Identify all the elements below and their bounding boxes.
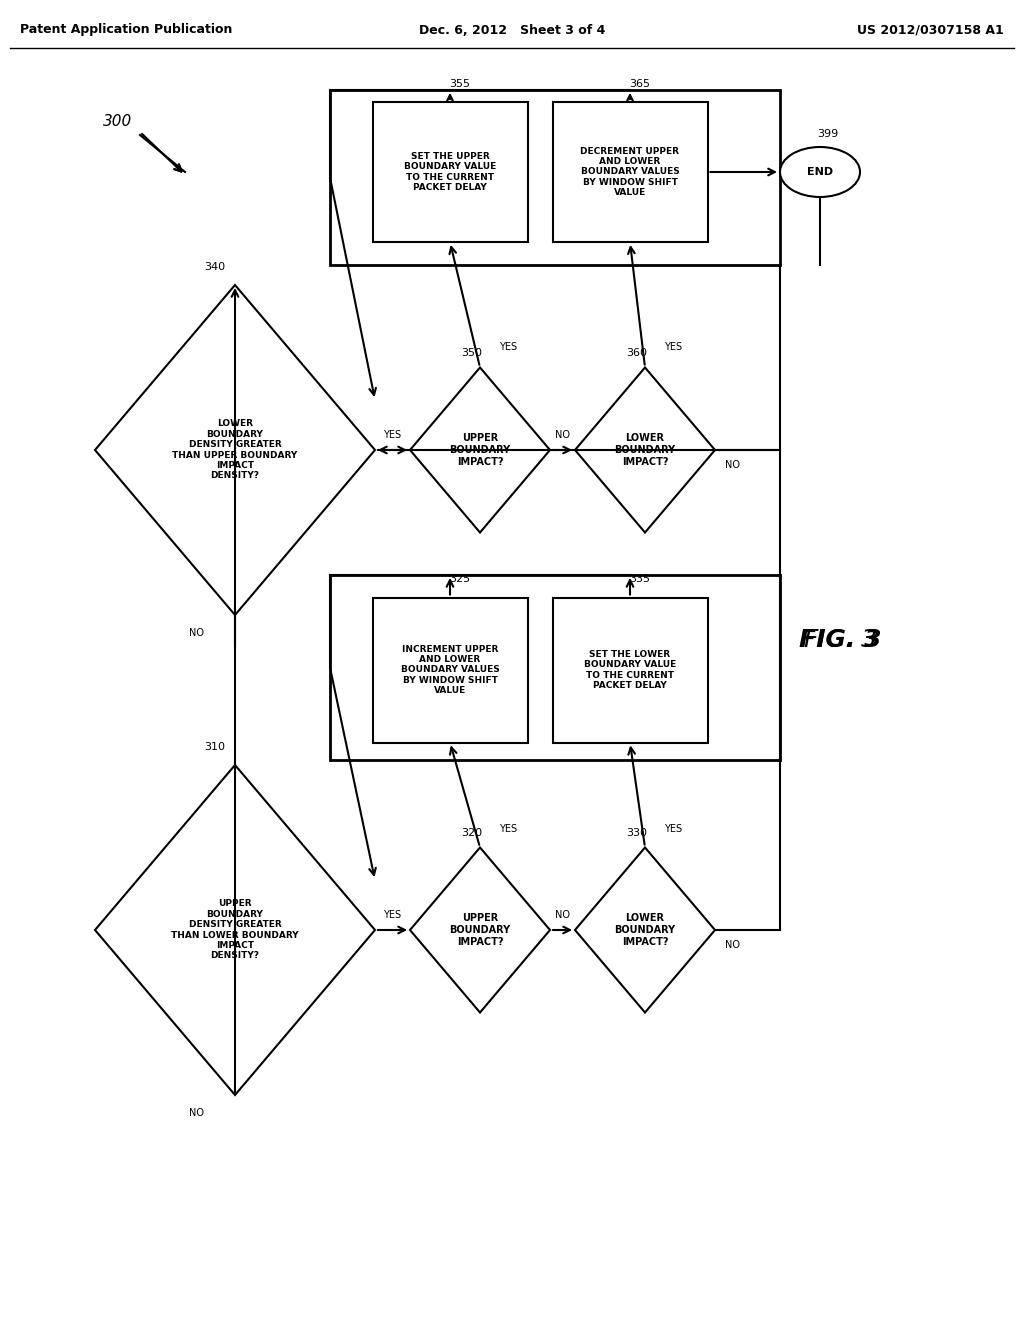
- Text: NO: NO: [189, 1107, 205, 1118]
- Text: UPPER
BOUNDARY
IMPACT?: UPPER BOUNDARY IMPACT?: [450, 913, 511, 946]
- Text: FIG. 3: FIG. 3: [804, 628, 877, 652]
- Bar: [330, 90, 780, 265]
- Text: YES: YES: [499, 825, 517, 834]
- Text: NO: NO: [725, 940, 740, 950]
- Text: SET THE LOWER
BOUNDARY VALUE
TO THE CURRENT
PACKET DELAY: SET THE LOWER BOUNDARY VALUE TO THE CURR…: [584, 649, 676, 690]
- Text: YES: YES: [499, 342, 517, 352]
- Text: 340: 340: [205, 261, 225, 272]
- Text: US 2012/0307158 A1: US 2012/0307158 A1: [857, 24, 1004, 37]
- Text: 360: 360: [627, 347, 647, 358]
- Text: 310: 310: [205, 742, 225, 752]
- Text: 355: 355: [450, 79, 470, 88]
- Text: LOWER
BOUNDARY
IMPACT?: LOWER BOUNDARY IMPACT?: [614, 913, 676, 946]
- Text: FIG. 3: FIG. 3: [799, 628, 882, 652]
- Text: 399: 399: [817, 129, 839, 139]
- Text: 325: 325: [450, 574, 471, 585]
- Polygon shape: [575, 847, 715, 1012]
- Text: 365: 365: [630, 79, 650, 88]
- Polygon shape: [95, 766, 375, 1096]
- Polygon shape: [575, 367, 715, 532]
- Text: Patent Application Publication: Patent Application Publication: [20, 24, 232, 37]
- Text: 300: 300: [103, 115, 133, 129]
- Text: YES: YES: [383, 909, 401, 920]
- Ellipse shape: [780, 147, 860, 197]
- Text: NO: NO: [555, 430, 570, 440]
- Polygon shape: [410, 847, 550, 1012]
- Bar: [553, 598, 708, 742]
- Text: UPPER
BOUNDARY
IMPACT?: UPPER BOUNDARY IMPACT?: [450, 433, 511, 466]
- Text: NO: NO: [189, 628, 205, 638]
- Bar: [553, 102, 708, 242]
- Text: Dec. 6, 2012   Sheet 3 of 4: Dec. 6, 2012 Sheet 3 of 4: [419, 24, 605, 37]
- Text: UPPER
BOUNDARY
DENSITY GREATER
THAN LOWER BOUNDARY
IMPACT
DENSITY?: UPPER BOUNDARY DENSITY GREATER THAN LOWE…: [171, 899, 299, 961]
- Text: NO: NO: [725, 459, 740, 470]
- Bar: [373, 102, 527, 242]
- Text: NO: NO: [555, 909, 570, 920]
- Polygon shape: [95, 285, 375, 615]
- Bar: [330, 576, 780, 760]
- Text: LOWER
BOUNDARY
DENSITY GREATER
THAN UPPER BOUNDARY
IMPACT
DENSITY?: LOWER BOUNDARY DENSITY GREATER THAN UPPE…: [172, 420, 298, 480]
- Text: YES: YES: [664, 342, 682, 352]
- Text: 330: 330: [627, 828, 647, 837]
- Polygon shape: [410, 367, 550, 532]
- Text: END: END: [807, 168, 834, 177]
- Text: LOWER
BOUNDARY
IMPACT?: LOWER BOUNDARY IMPACT?: [614, 433, 676, 466]
- Text: DECREMENT UPPER
AND LOWER
BOUNDARY VALUES
BY WINDOW SHIFT
VALUE: DECREMENT UPPER AND LOWER BOUNDARY VALUE…: [581, 147, 680, 197]
- Text: 320: 320: [462, 828, 482, 837]
- Bar: [373, 598, 527, 742]
- Text: YES: YES: [664, 825, 682, 834]
- Text: SET THE UPPER
BOUNDARY VALUE
TO THE CURRENT
PACKET DELAY: SET THE UPPER BOUNDARY VALUE TO THE CURR…: [403, 152, 496, 193]
- Text: YES: YES: [383, 430, 401, 440]
- Text: 335: 335: [630, 574, 650, 585]
- Text: INCREMENT UPPER
AND LOWER
BOUNDARY VALUES
BY WINDOW SHIFT
VALUE: INCREMENT UPPER AND LOWER BOUNDARY VALUE…: [400, 644, 500, 696]
- Text: 350: 350: [462, 347, 482, 358]
